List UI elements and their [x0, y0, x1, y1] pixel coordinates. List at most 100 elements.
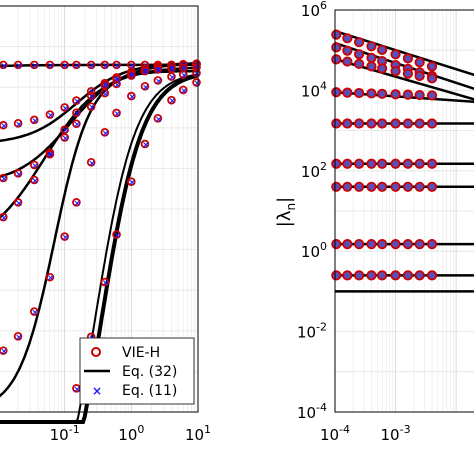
left-point-vie-h: [140, 139, 150, 149]
left-point-vie-h: [0, 173, 8, 183]
right-point-vie-h: [377, 63, 388, 74]
right-point-vie-h: [331, 270, 342, 281]
right-point-vie-h: [414, 70, 425, 82]
right-point-vie-h: [342, 45, 353, 56]
left-point-vie-h: [86, 86, 96, 96]
left-point-vie-h: [167, 95, 176, 105]
left-point-eq11: ×: [180, 71, 188, 81]
y-label-main: |λ: [274, 210, 295, 227]
left-point-vie-h: [178, 85, 188, 95]
right-point-vie-h: [390, 66, 401, 77]
right-point-vie-h: [353, 87, 365, 99]
left-point-eq11: ×: [62, 233, 70, 243]
left-point-eq11: ×: [142, 61, 150, 71]
left-curves: [0, 62, 199, 424]
left-point-vie-h: [100, 88, 110, 98]
left-point-vie-h: [72, 198, 81, 207]
left-point-vie-h: [72, 60, 81, 70]
left-point-eq11: ×: [102, 90, 110, 100]
left-point-vie-h: [100, 60, 110, 70]
right-point-vie-h: [390, 49, 401, 60]
right-point-vie-h: [353, 49, 365, 60]
left-point-vie-h: [127, 177, 136, 186]
left-point-eq11: ×: [62, 61, 70, 71]
left-point-vie-h: [60, 125, 69, 134]
left-point-vie-h: [192, 68, 201, 78]
right-point-vie-h: [331, 87, 342, 98]
left-point-eq11: ×: [168, 65, 176, 75]
left-point-eq11: ×: [73, 385, 81, 395]
left-point-eq11: ×: [142, 65, 150, 75]
right-point-vie-h: [414, 89, 425, 101]
right-point-vie-h: [402, 68, 414, 79]
left-point-vie-h: [13, 332, 23, 341]
right-axes-frame: [334, 9, 474, 413]
left-point-vie-h: [112, 230, 121, 239]
right-point-vie-h: [402, 270, 414, 281]
left-point-eq11: ×: [194, 79, 202, 89]
left-eq32-curve-6: [0, 73, 199, 423]
right-x-tick-label-0: 10-4: [320, 423, 350, 444]
right-point-vie-h: [377, 158, 388, 169]
right-point-vie-h: [377, 181, 388, 192]
right-point-vie-h: [377, 44, 388, 55]
left-point-vie-h: [60, 133, 69, 142]
left-point-vie-h: [127, 69, 136, 79]
right-point-vie-h: [402, 158, 414, 169]
right-point-vie-h: [342, 270, 353, 281]
left-point-eq11: ×: [114, 74, 122, 84]
right-point-vie-h: [331, 118, 342, 129]
right-point-vie-h: [366, 270, 377, 281]
right-point-vie-h: [366, 158, 377, 169]
left-point-eq11: ×: [194, 60, 202, 70]
right-x-tick-labels: 10-4 10-3: [320, 423, 411, 444]
left-point-vie-h: [0, 212, 8, 222]
right-point-vie-h: [414, 270, 425, 281]
right-point-vie-h: [390, 158, 401, 169]
left-point-eq11: ×: [180, 64, 188, 74]
right-point-vie-h: [342, 158, 353, 169]
right-point-vie-h: [390, 89, 401, 100]
left-point-eq11: ×: [155, 63, 163, 73]
left-point-vie-h: [100, 128, 110, 137]
left-point-eq11: ×: [128, 178, 136, 188]
right-point-vie-h: [342, 56, 353, 67]
left-point-vie-h: [72, 119, 81, 129]
legend-marker-circle: [91, 347, 101, 357]
left-point-vie-h: [60, 103, 69, 112]
right-y-tick-label-0: 106: [301, 0, 327, 20]
left-x-tick-labels: 10-1 100 101: [50, 423, 211, 444]
left-point-vie-h: [72, 108, 81, 117]
right-point-vie-h: [402, 53, 414, 64]
left-point-vie-h: [29, 115, 39, 125]
legend-marker-x: ×: [92, 384, 102, 398]
right-point-vie-h: [426, 73, 438, 84]
right-point-vie-h: [331, 181, 342, 192]
legend-label-eq32: Eq. (32): [122, 364, 177, 380]
left-point-vie-h: [153, 76, 163, 85]
left-point-vie-h: [192, 78, 201, 87]
left-point-eq11: ×: [73, 61, 81, 71]
left-point-eq11: ×: [15, 199, 23, 209]
right-point-vie-h: [331, 29, 342, 40]
left-point-eq11: ×: [168, 61, 176, 71]
left-point-eq11: ×: [0, 122, 8, 132]
legend-label-vie-h: VIE-H: [122, 345, 160, 361]
right-point-vie-h: [342, 87, 353, 98]
left-point-eq11: ×: [15, 170, 23, 180]
right-point-vie-h: [426, 181, 438, 192]
left-point-eq11: ×: [31, 161, 39, 171]
left-eq32-curve-4: [0, 69, 198, 398]
right-point-vie-h: [353, 37, 365, 48]
left-point-vie-h: [13, 198, 23, 207]
left-point-eq11: ×: [180, 61, 188, 71]
left-point-eq11: ×: [15, 120, 23, 130]
y-label-sub: n: [284, 203, 298, 211]
right-point-vie-h: [342, 118, 353, 129]
left-x-tick-label-0: 10-1: [50, 423, 80, 444]
left-point-vie-h: [60, 232, 69, 241]
left-point-eq11: ×: [128, 70, 136, 80]
left-point-vie-h: [29, 160, 39, 170]
right-point-vie-h: [377, 88, 388, 99]
left-point-eq11: ×: [194, 70, 202, 80]
